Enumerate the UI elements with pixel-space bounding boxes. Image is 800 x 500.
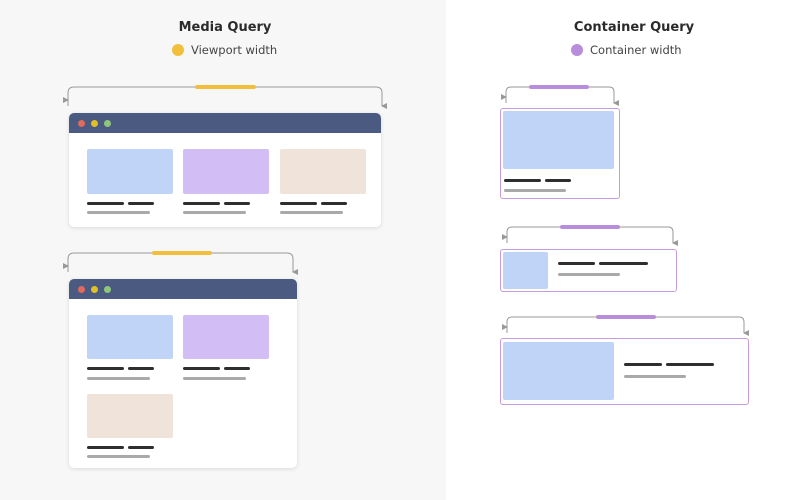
media-query-legend: Viewport width [172,43,277,57]
minimize-dot-icon [91,286,98,293]
text-line-dark [321,202,347,205]
container-wide [500,338,749,405]
text-line-dark [558,262,595,265]
text-line-dark [128,446,154,449]
text-line-dark [599,262,648,265]
container-bracket [505,86,619,106]
viewport-bracket [67,252,298,275]
yellow-dot-icon [172,44,184,56]
container-medium [500,249,677,292]
container-query-title: Container Query [573,20,695,35]
text-line-light [87,211,150,214]
container-bracket [506,226,678,246]
container-query-legend: Container width [571,43,682,57]
close-dot-icon [78,286,85,293]
purple-dot-icon [571,44,583,56]
card-image [503,111,614,169]
text-line-dark [666,363,714,366]
text-line-dark [183,202,220,205]
minimize-dot-icon [91,120,98,127]
browser-window-narrow [69,279,297,468]
card-image [503,252,548,289]
window-title-bar [69,113,381,133]
browser-window-wide [69,113,381,227]
text-line-dark [87,202,124,205]
text-line-light [183,377,246,380]
text-line-dark [128,202,154,205]
card-image [183,149,269,194]
legend-label: Container width [590,43,682,57]
text-line-dark [624,363,662,366]
text-line-light [558,273,620,276]
text-line-dark [504,179,541,182]
media-query-title: Media Query [178,20,272,35]
card-image [183,315,269,359]
maximize-dot-icon [104,120,111,127]
text-line-light [87,455,150,458]
text-line-dark [183,367,220,370]
container-bracket [506,316,749,336]
text-line-dark [224,202,250,205]
card-image [280,149,366,194]
card-image [87,315,173,359]
close-dot-icon [78,120,85,127]
legend-label: Viewport width [191,43,278,57]
card-image [87,394,173,438]
text-line-dark [280,202,317,205]
viewport-bracket [67,86,387,109]
card-image [87,149,173,194]
container-narrow [500,108,620,199]
maximize-dot-icon [104,286,111,293]
text-line-light [624,375,686,378]
text-line-dark [224,367,250,370]
text-line-light [280,211,343,214]
text-line-dark [87,446,124,449]
text-line-light [87,377,150,380]
window-title-bar [69,279,297,299]
text-line-dark [128,367,154,370]
text-line-dark [87,367,124,370]
text-line-light [504,189,566,192]
text-line-dark [545,179,571,182]
card-image [503,342,614,400]
text-line-light [183,211,246,214]
